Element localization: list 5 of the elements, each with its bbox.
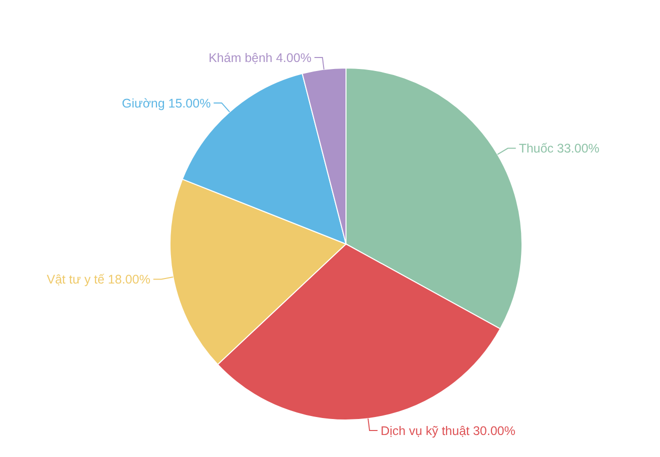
slice-label: Thuốc 33.00% [518, 142, 600, 156]
slice-label: Giường 15.00% [122, 96, 211, 110]
slice-label: Vật tư y tế 18.00% [46, 272, 150, 287]
slice-label: Dịch vụ kỹ thuật 30.00% [380, 424, 516, 438]
slice-label: Khám bệnh 4.00% [208, 50, 312, 65]
